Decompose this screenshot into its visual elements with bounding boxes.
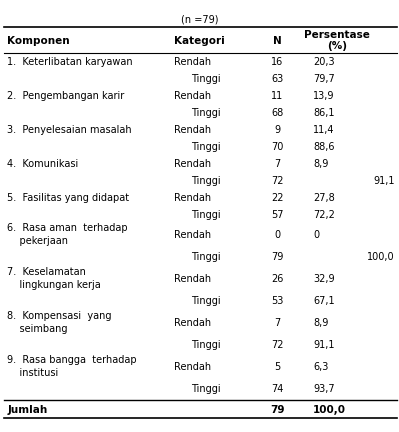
Text: 93,7: 93,7 [313, 384, 335, 394]
Text: 9: 9 [274, 125, 280, 135]
Text: 32,9: 32,9 [313, 273, 335, 284]
Text: 100,0: 100,0 [367, 252, 395, 262]
Text: 70: 70 [271, 142, 284, 152]
Text: Tinggi: Tinggi [192, 295, 221, 306]
Text: 7: 7 [274, 318, 280, 327]
Text: 13,9: 13,9 [313, 91, 335, 101]
Text: Rendah: Rendah [174, 57, 211, 67]
Text: 6,3: 6,3 [313, 362, 329, 372]
Text: Tinggi: Tinggi [192, 384, 221, 394]
Text: 11: 11 [271, 91, 283, 101]
Text: Rendah: Rendah [174, 193, 211, 203]
Text: N: N [273, 36, 282, 46]
Text: 79: 79 [271, 252, 284, 262]
Text: 57: 57 [271, 210, 284, 220]
Text: Rendah: Rendah [174, 159, 211, 169]
Text: 11,4: 11,4 [313, 125, 335, 135]
Text: Rendah: Rendah [174, 318, 211, 327]
Text: 74: 74 [271, 384, 284, 394]
Text: 8,9: 8,9 [313, 318, 329, 327]
Text: 27,8: 27,8 [313, 193, 335, 203]
Text: Rendah: Rendah [174, 230, 211, 240]
Text: Tinggi: Tinggi [192, 142, 221, 152]
Text: 5: 5 [274, 362, 280, 372]
Text: (n =79): (n =79) [181, 15, 218, 25]
Text: Rendah: Rendah [174, 91, 211, 101]
Text: 1.  Keterlibatan karyawan: 1. Keterlibatan karyawan [7, 57, 133, 67]
Text: 4.  Komunikasi: 4. Komunikasi [7, 159, 79, 169]
Text: 2.  Pengembangan karir: 2. Pengembangan karir [7, 91, 124, 101]
Text: 3.  Penyelesaian masalah: 3. Penyelesaian masalah [7, 125, 132, 135]
Text: 91,1: 91,1 [313, 340, 335, 349]
Text: Rendah: Rendah [174, 362, 211, 372]
Text: 26: 26 [271, 273, 284, 284]
Text: 72,2: 72,2 [313, 210, 335, 220]
Text: Rendah: Rendah [174, 273, 211, 284]
Text: Tinggi: Tinggi [192, 176, 221, 186]
Text: 72: 72 [271, 340, 284, 349]
Text: 0: 0 [274, 230, 280, 240]
Text: 68: 68 [271, 108, 283, 118]
Text: 5.  Fasilitas yang didapat: 5. Fasilitas yang didapat [7, 193, 129, 203]
Text: Rendah: Rendah [174, 125, 211, 135]
Text: 6.  Rasa aman  terhadap
    pekerjaan: 6. Rasa aman terhadap pekerjaan [7, 223, 128, 246]
Text: Persentase
(%): Persentase (%) [304, 30, 370, 51]
Text: Tinggi: Tinggi [192, 74, 221, 84]
Text: 79: 79 [270, 405, 284, 415]
Text: 79,7: 79,7 [313, 74, 335, 84]
Text: Tinggi: Tinggi [192, 108, 221, 118]
Text: Tinggi: Tinggi [192, 340, 221, 349]
Text: 91,1: 91,1 [373, 176, 395, 186]
Text: Komponen: Komponen [7, 36, 70, 46]
Text: 100,0: 100,0 [313, 405, 346, 415]
Text: 86,1: 86,1 [313, 108, 335, 118]
Text: 9.  Rasa bangga  terhadap
    institusi: 9. Rasa bangga terhadap institusi [7, 356, 137, 378]
Text: 63: 63 [271, 74, 283, 84]
Text: Kategori: Kategori [174, 36, 224, 46]
Text: 22: 22 [271, 193, 284, 203]
Text: 8.  Kompensasi  yang
    seimbang: 8. Kompensasi yang seimbang [7, 311, 112, 334]
Text: 53: 53 [271, 295, 284, 306]
Text: Tinggi: Tinggi [192, 210, 221, 220]
Text: 7.  Keselamatan
    lingkungan kerja: 7. Keselamatan lingkungan kerja [7, 267, 101, 290]
Text: Tinggi: Tinggi [192, 252, 221, 262]
Text: 72: 72 [271, 176, 284, 186]
Text: 8,9: 8,9 [313, 159, 329, 169]
Text: Jumlah: Jumlah [7, 405, 47, 415]
Text: 0: 0 [313, 230, 319, 240]
Text: 16: 16 [271, 57, 283, 67]
Text: 7: 7 [274, 159, 280, 169]
Text: 88,6: 88,6 [313, 142, 335, 152]
Text: 67,1: 67,1 [313, 295, 335, 306]
Text: 20,3: 20,3 [313, 57, 335, 67]
